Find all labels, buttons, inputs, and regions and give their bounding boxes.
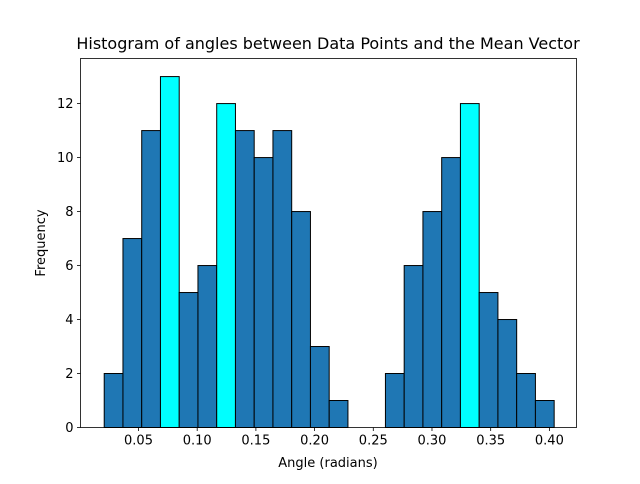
y-axis: 0 2 4 6 8 10 12 xyxy=(57,97,81,436)
x-tick-label: 0.40 xyxy=(535,434,564,449)
y-tick-label: 2 xyxy=(65,367,73,382)
x-tick-label: 0.35 xyxy=(476,434,505,449)
y-tick-label: 4 xyxy=(65,313,73,328)
histogram-bar xyxy=(253,157,274,429)
x-axis-label: Angle (radians) xyxy=(278,456,377,471)
histogram-bar xyxy=(478,292,499,429)
x-tick-label: 0.20 xyxy=(300,434,329,449)
histogram-bar xyxy=(122,238,143,428)
histogram-bar xyxy=(141,130,161,428)
x-tick-label: 0.30 xyxy=(418,434,447,449)
y-tick-label: 0 xyxy=(65,421,73,436)
y-axis-label: Frequency xyxy=(34,209,49,276)
x-tick-label: 0.05 xyxy=(124,434,153,449)
histogram-bar-highlighted xyxy=(459,103,480,428)
histogram-bar xyxy=(441,157,461,429)
histogram-bar xyxy=(272,130,293,428)
histogram-bar xyxy=(516,373,536,428)
histogram-bar xyxy=(497,319,518,428)
x-axis: 0.05 0.10 0.15 0.20 0.25 0.30 0.35 0.40 xyxy=(124,427,564,449)
histogram-bar xyxy=(103,373,124,428)
histogram-bar xyxy=(422,211,443,428)
x-tick-label: 0.10 xyxy=(183,434,212,449)
histogram-bar xyxy=(328,400,349,429)
chart-title: Histogram of angles between Data Points … xyxy=(76,34,580,53)
x-tick-label: 0.25 xyxy=(359,434,388,449)
histogram-bar-highlighted xyxy=(216,103,236,428)
histogram-bar xyxy=(403,265,424,428)
histogram-bar xyxy=(384,373,405,428)
histogram-bar xyxy=(197,265,218,428)
x-tick-label: 0.15 xyxy=(241,434,270,449)
histogram-bar xyxy=(178,292,199,429)
histogram-bar xyxy=(534,400,555,429)
histogram-bar xyxy=(291,211,311,428)
bars-group xyxy=(103,76,555,429)
y-tick-label: 12 xyxy=(57,97,74,112)
axes-frame xyxy=(80,58,577,428)
histogram-bar xyxy=(309,346,330,428)
y-tick-label: 10 xyxy=(57,151,74,166)
y-tick-label: 8 xyxy=(65,205,73,220)
y-tick-label: 6 xyxy=(65,259,73,274)
histogram-bar-highlighted xyxy=(159,76,180,428)
histogram-bar xyxy=(234,130,255,428)
